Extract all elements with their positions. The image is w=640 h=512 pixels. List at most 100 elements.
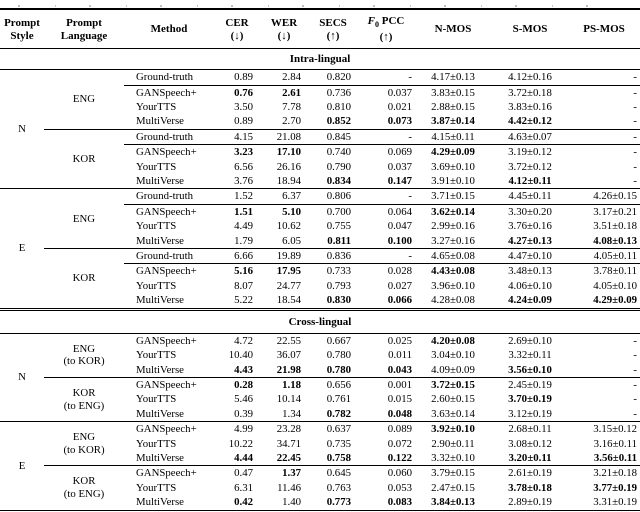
cell-method: MultiVerse	[136, 294, 184, 307]
cell-method: MultiVerse	[136, 234, 184, 247]
cell-smos: 3.70±0.19	[508, 393, 552, 406]
cell-smos: 4.06±0.10	[508, 279, 552, 292]
cell-method: GANSpeech+	[124, 421, 214, 437]
col-header-wer: WER (↓)	[260, 9, 308, 50]
cell-cer: 10.40	[228, 349, 253, 362]
cell-cer: 0.76	[214, 84, 260, 100]
cell-f0pcc: 0.047	[387, 220, 412, 233]
cell-secs: 0.667	[326, 334, 351, 347]
table-row: YourTTS 10.40 36.07 0.780 0.011 3.04±0.10 3.32…	[0, 348, 640, 362]
section-band: Cross-lingual	[0, 307, 640, 334]
table-row: E ENG (to KOR) GANSpeech+ 4.99 23.28 0.637 0.08…	[0, 421, 640, 512]
cell-prompt-language: KOR	[44, 128, 124, 189]
table-row: MultiVerse 3.76 18.94 0.834 0.147 3.91±0.10 4.…	[0, 174, 640, 189]
cell-nmos: 3.92±0.10	[414, 421, 492, 437]
cell-secs: 0.782	[326, 407, 351, 420]
cell-wer: 22.45	[276, 451, 301, 464]
cell-psmos: -	[633, 115, 637, 128]
cell-cer: 10.22	[228, 437, 253, 450]
cell-psmos: -	[568, 144, 640, 160]
col-header-method: Method	[124, 9, 214, 50]
cell-nmos: 4.20±0.08	[431, 334, 475, 347]
cell-wer: 2.70	[282, 115, 301, 128]
cell-prompt-style: N	[18, 123, 26, 136]
cell-nmos: 4.65±0.08	[414, 248, 492, 264]
cell-secs: 0.793	[326, 279, 351, 292]
cell-wer: 10.62	[276, 220, 301, 233]
cell-secs: 0.780	[326, 349, 351, 362]
cell-psmos: -	[633, 160, 637, 173]
cell-nmos: 2.60±0.15	[431, 393, 475, 406]
cell-prompt-style: E	[0, 421, 44, 512]
cell-smos: 3.78±0.18	[508, 481, 552, 494]
table-row: MultiVerse 0.42 1.40 0.773 0.083 3.84±0.13 2.8…	[0, 495, 640, 511]
cell-smos: 3.56±0.10	[508, 363, 552, 376]
cell-psmos: 3.17±0.21	[568, 203, 640, 220]
col-header-ps-mos: PS-MOS	[568, 9, 640, 50]
cell-prompt-language: KOR (to ENG)	[44, 376, 124, 422]
cell-nmos: 2.47±0.15	[431, 481, 475, 494]
cell-wer: 17.10	[260, 144, 308, 160]
cell-nmos: 3.63±0.14	[431, 407, 475, 420]
table-row: N ENG (to KOR) GANSpeech+ 4.72 22.55 0.667 0.02…	[0, 333, 640, 383]
cell-smos: 3.20±0.11	[508, 451, 552, 464]
col-header-prompt-style: Prompt Style	[0, 9, 44, 50]
cell-smos: 2.89±0.19	[508, 496, 552, 509]
cell-wer: 1.18	[260, 376, 308, 393]
table-row: YourTTS 5.46 10.14 0.761 0.015 2.60±0.15 3.70±…	[0, 392, 640, 406]
cell-secs: 0.736	[308, 84, 358, 100]
cell-cer: 1.52	[214, 188, 260, 205]
cell-psmos: 3.51±0.18	[593, 220, 637, 233]
cell-cer: 6.31	[234, 481, 253, 494]
table-row: MultiVerse 0.39 1.34 0.782 0.048 3.63±0.14 3.1…	[0, 407, 640, 422]
cell-cer: 0.28	[214, 376, 260, 393]
table-row: GANSpeech+ 5.16 17.95 0.733 0.028 4.43±0.08 3.…	[0, 263, 640, 279]
cell-cer: 3.50	[234, 101, 253, 113]
cell-cer: 8.07	[234, 279, 253, 292]
table-row: GANSpeech+ 3.23 17.10 0.740 0.069 4.29±0.09 3.…	[0, 144, 640, 160]
cell-cer: 4.43	[234, 363, 253, 376]
table-row: KOR Ground-truth 6.66 19.89 0.836-4.65±0.08 4…	[0, 248, 640, 310]
cell-secs: 0.845	[308, 128, 358, 145]
cell-smos: 3.72±0.18	[492, 84, 568, 100]
cell-smos: 4.24±0.09	[508, 294, 552, 307]
section-title: Intra-lingual	[0, 48, 640, 71]
cell-wer: 22.55	[276, 334, 301, 347]
cell-secs: 0.820	[326, 71, 351, 84]
cell-f0pcc: -	[408, 71, 412, 84]
cell-wer: 34.71	[276, 437, 301, 450]
cell-smos: 4.12±0.11	[508, 175, 552, 188]
cell-nmos: 4.29±0.09	[414, 144, 492, 160]
cell-cer: 5.16	[214, 263, 260, 279]
cell-method: GANSpeech+	[124, 203, 214, 220]
cell-method: Ground-truth	[124, 188, 214, 205]
cell-prompt-language: KOR	[44, 248, 124, 310]
table-row: MultiVerse 1.79 6.05 0.811 0.100 3.27±0.16 4.2…	[0, 234, 640, 249]
cell-secs: 0.810	[326, 101, 351, 113]
cell-wer: 21.98	[276, 363, 301, 376]
cell-prompt-language: ENG	[72, 93, 96, 106]
cell-cer: 0.89	[234, 115, 253, 128]
cell-cer: 5.46	[234, 393, 253, 406]
cell-f0pcc: 0.043	[387, 363, 412, 376]
cell-method: MultiVerse	[136, 363, 184, 376]
cell-nmos: 3.83±0.15	[414, 84, 492, 100]
cell-secs: 0.830	[326, 294, 351, 307]
cell-wer: 23.28	[260, 421, 308, 437]
cell-f0pcc: 0.066	[387, 294, 412, 307]
cell-method: GANSpeech+	[124, 465, 214, 481]
cell-nmos: 4.09±0.09	[431, 363, 475, 376]
cell-f0pcc: 0.060	[358, 465, 414, 481]
cell-cer: 4.99	[214, 421, 260, 437]
cell-psmos: -	[633, 334, 637, 347]
cell-f0pcc: 0.021	[387, 101, 412, 113]
results-table: Prompt Style Prompt Language Method CER (↓)…	[0, 8, 640, 512]
cell-f0pcc: 0.069	[358, 144, 414, 160]
cell-smos: 4.47±0.10	[492, 248, 568, 264]
cell-psmos: 3.56±0.11	[593, 451, 637, 464]
cell-secs: 0.700	[308, 203, 358, 220]
cell-psmos: 4.26±0.15	[568, 188, 640, 205]
cell-method: YourTTS	[136, 481, 177, 494]
cell-smos: 4.27±0.13	[508, 234, 552, 247]
cell-method: YourTTS	[136, 279, 177, 292]
